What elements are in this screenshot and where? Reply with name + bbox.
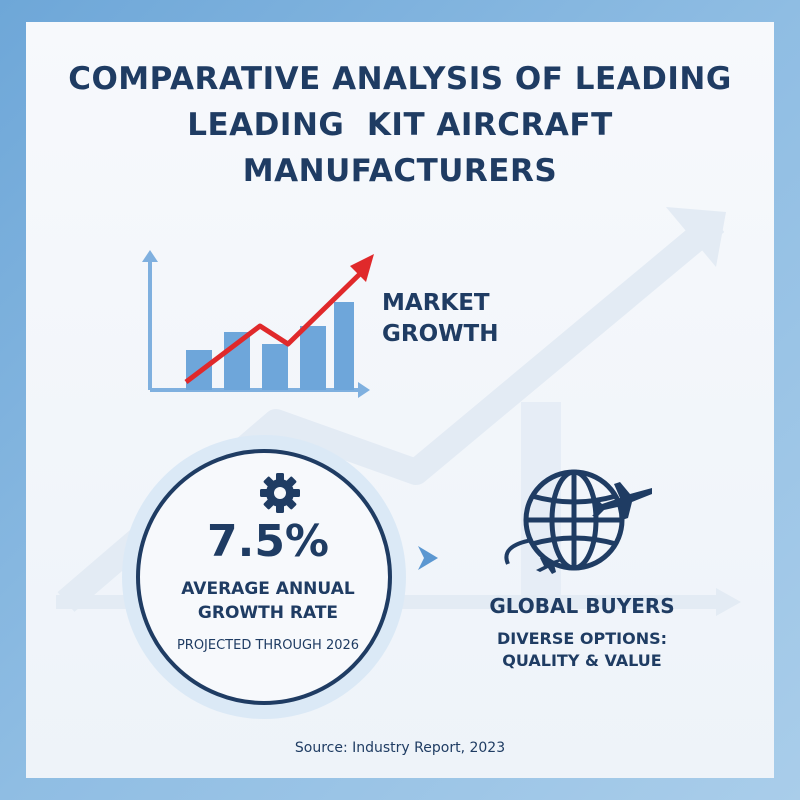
bar-chart-up-trend-icon — [142, 250, 374, 398]
growth-rate-circle: 7.5% AVERAGE ANNUAL GROWTH RATE PROJECTE… — [122, 435, 406, 719]
growth-rate-label-line-2: GROWTH RATE — [197, 603, 339, 623]
chevron-right-icon — [418, 546, 438, 570]
global-buyers-sub-line-2: QUALITY & VALUE — [502, 651, 662, 670]
growth-rate-projection: PROJECTED THROUGH 2026 — [176, 638, 360, 653]
title-line-1: COMPARATIVE ANALYSIS OF LEADING — [68, 61, 732, 97]
globe-airplane-icon — [504, 469, 652, 574]
gear-icon — [260, 473, 300, 513]
growth-rate-label: AVERAGE ANNUAL GROWTH RATE — [140, 577, 396, 625]
infographic-card: COMPARATIVE ANALYSIS OF LEADING LEADING … — [26, 22, 774, 778]
global-buyers-sub-line-1: DIVERSE OPTIONS: — [497, 629, 667, 648]
market-label-line-2: GROWTH — [382, 321, 499, 347]
growth-rate-label-line-1: AVERAGE ANNUAL — [181, 579, 355, 599]
market-label-line-1: MARKET — [382, 290, 490, 316]
page-title: COMPARATIVE ANALYSIS OF LEADING LEADING … — [26, 56, 774, 194]
growth-rate-value: 7.5% — [206, 516, 330, 567]
global-buyers-title: GLOBAL BUYERS — [489, 594, 675, 618]
title-line-3: MANUFACTURERS — [242, 153, 558, 189]
global-buyers-subtitle: DIVERSE OPTIONS: QUALITY & VALUE — [442, 628, 722, 672]
title-line-2: LEADING KIT AIRCRAFT — [187, 107, 613, 143]
growth-rate-circle-inner: 7.5% AVERAGE ANNUAL GROWTH RATE PROJECTE… — [136, 449, 392, 705]
market-growth-label: MARKET GROWTH — [382, 288, 498, 350]
source-note: Source: Industry Report, 2023 — [294, 740, 506, 756]
global-buyers-block: GLOBAL BUYERS DIVERSE OPTIONS: QUALITY &… — [442, 592, 722, 672]
